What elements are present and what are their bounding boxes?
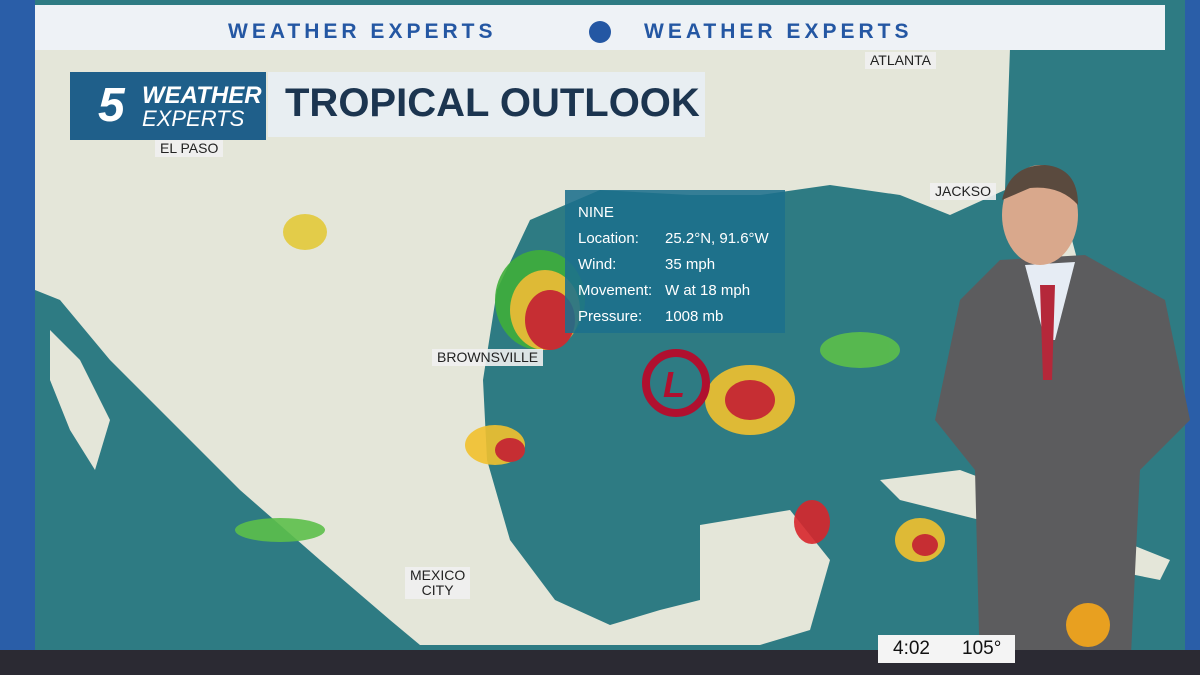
city-label: MEXICO CITY: [405, 567, 471, 599]
network-logo: [1066, 603, 1110, 647]
info-value: 25.2°N, 91.6°W: [665, 230, 769, 247]
bug-time: 4:02: [893, 638, 930, 659]
logo-box: [70, 72, 266, 140]
city-text: EL PASO: [160, 140, 219, 156]
city-text: ATLANTA: [870, 52, 931, 68]
city-text: BROWNSVILLE: [437, 349, 539, 365]
land-pacific: [35, 290, 420, 645]
banner-text: WEATHER EXPERTS: [228, 20, 497, 43]
city-label: JACKSO: [930, 183, 997, 200]
land-mainland: [35, 48, 1010, 645]
radar-echo: [283, 214, 327, 250]
presenter-suit: [935, 255, 1190, 675]
storm-name: NINE: [578, 204, 614, 221]
info-label: Pressure:: [578, 308, 643, 325]
title-box: [268, 72, 705, 137]
info-label: Wind:: [578, 256, 617, 273]
studio-floor: [0, 650, 1200, 675]
land-baja: [50, 330, 110, 470]
bug-box: [878, 635, 1015, 663]
logo-line: EXPERTS: [142, 106, 245, 131]
presenter-hair: [1002, 165, 1078, 205]
radar-echo: [912, 534, 938, 556]
city-label: EL PASO: [155, 140, 224, 157]
storm-info-box: [565, 190, 785, 333]
info-value: W at 18 mph: [665, 282, 751, 299]
storm-symbol: L: [663, 364, 685, 405]
radar-echo: [820, 332, 900, 368]
bug-temperature: 105°: [962, 638, 1002, 659]
presenter-tie: [1040, 285, 1055, 380]
info-label: Movement:: [578, 282, 653, 299]
info-label: Location:: [578, 230, 639, 247]
land-yucatan: [700, 510, 830, 645]
info-value: 1008 mb: [665, 308, 724, 325]
city-text: MEXICO: [410, 567, 466, 583]
banner-text: WEATHER EXPERTS: [644, 20, 913, 43]
peacock-icon: [589, 21, 611, 43]
city-label: BROWNSVILLE: [432, 349, 544, 366]
logo-number: 5: [98, 79, 125, 132]
title: TROPICAL OUTLOOK: [285, 81, 700, 125]
radar-echo: [495, 438, 525, 462]
logo-line: WEATHER: [142, 82, 262, 109]
radar: [235, 214, 945, 562]
radar-echo: [525, 290, 575, 350]
city-label: ATLANTA: [865, 52, 936, 69]
storm-symbol-ring: [642, 349, 710, 417]
city-text: JACKSO: [935, 183, 992, 199]
info-value: 35 mph: [665, 256, 716, 273]
radar-echo: [725, 380, 775, 420]
radar-echo: [794, 500, 830, 544]
city-text: CITY: [421, 582, 454, 598]
radar-echo: [235, 518, 325, 542]
